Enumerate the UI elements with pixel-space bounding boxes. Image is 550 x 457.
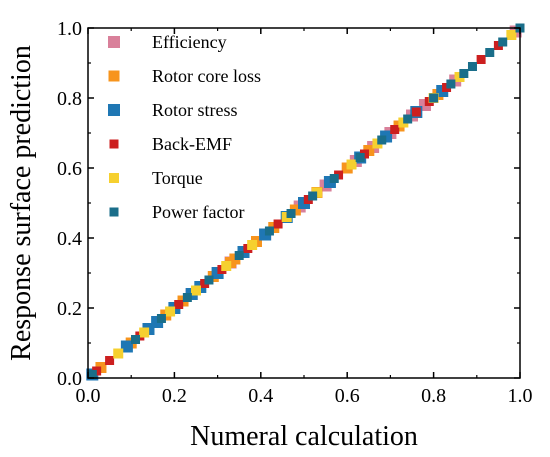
point-power-factor [498,37,508,47]
point-torque [506,30,517,40]
y-tick-label: 0.0 [57,368,82,390]
point-power-factor [264,226,274,236]
point-back-emf [174,300,184,309]
point-power-factor [377,135,387,145]
legend-marker-rotor-core-loss [108,70,120,82]
point-back-emf [390,125,400,134]
point-power-factor [204,275,214,285]
point-power-factor [286,209,296,218]
point-power-factor [429,93,439,103]
legend-marker-power-factor [109,207,119,217]
point-torque [165,306,176,317]
x-tick-label: 0.6 [335,385,360,407]
point-torque [346,159,357,170]
point-power-factor [131,335,141,344]
legend-marker-back-emf [109,139,119,149]
point-power-factor [459,69,469,78]
axis-ticks: 0.0 0.2 0.4 0.6 0.8 1.0 0.0 0.2 0.4 0.6 0.8 1.0 [57,18,533,407]
point-power-factor [446,79,456,89]
point-power-factor [329,174,339,183]
y-tick-label: 1.0 [57,18,82,40]
point-power-factor [234,251,244,260]
point-power-factor [467,62,477,71]
legend-label-back-emf: Back-EMF [152,134,232,154]
point-torque [191,285,201,296]
legend-label-efficiency: Efficiency [152,32,227,52]
point-back-emf [411,107,421,117]
y-tick-label: 0.6 [57,158,82,180]
point-back-emf [476,55,486,64]
point-torque [247,240,258,250]
y-axis-title: Response surface prediction [6,45,37,361]
point-power-factor [355,153,365,162]
x-tick-label: 0.4 [248,385,273,407]
point-torque [113,348,124,359]
point-power-factor [182,293,192,302]
legend-marker-rotor-stress [108,104,120,116]
legend-label-torque: Torque [152,168,203,188]
y-tick-label: 0.8 [57,88,82,110]
y-tick-label: 0.2 [57,298,82,320]
legend-label-rotor-core-loss: Rotor core loss [152,66,261,86]
x-tick-label: 0.2 [162,385,187,407]
point-power-factor [308,191,318,201]
point-torque [139,327,150,338]
point-back-emf [105,356,115,365]
legend-marker-torque [109,173,119,183]
y-tick-label: 0.4 [57,228,82,250]
point-power-factor [156,314,166,323]
point-power-factor [403,114,413,124]
point-rotor-stress [120,340,133,353]
x-tick-label: 0.0 [76,385,101,407]
point-back-emf [273,219,283,229]
legend-marker-efficiency [108,36,120,48]
x-axis-title: Numeral calculation [190,421,418,452]
legend-label-power-factor: Power factor [152,202,244,222]
point-power-factor [87,370,97,379]
point-power-factor [485,48,495,57]
x-tick-label: 1.0 [508,385,533,407]
legend: Efficiency Rotor core loss Rotor stress Bac… [108,32,261,222]
point-torque [221,261,232,271]
legend-label-rotor-stress: Rotor stress [152,100,238,120]
x-tick-label: 0.8 [421,385,446,407]
